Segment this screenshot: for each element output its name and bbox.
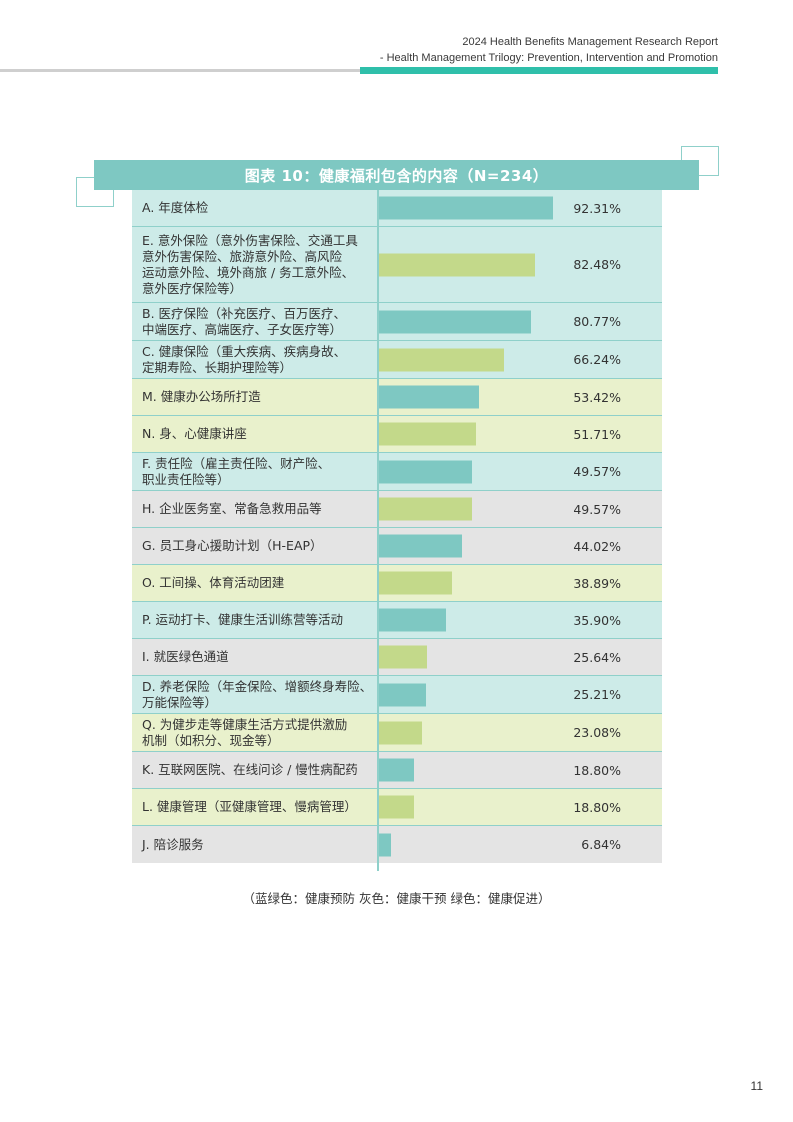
chart-row: G. 员工身心援助计划（H-EAP） 44.02% bbox=[132, 528, 662, 565]
chart-row: H. 企业医务室、常备急救用品等 49.57% bbox=[132, 491, 662, 528]
chart-row: C. 健康保险（重大疾病、疾病身故、 定期寿险、长期护理险等） 66.24% bbox=[132, 341, 662, 379]
bar-chart: A. 年度体检 92.31% E. 意外保险（意外伤害保险、交通工具 意外伤害保险、… bbox=[132, 190, 662, 863]
value-label: 51.71% bbox=[573, 426, 621, 442]
value-label: 25.21% bbox=[573, 687, 621, 702]
bar bbox=[378, 795, 414, 819]
bar bbox=[378, 758, 414, 782]
value-label: 18.80% bbox=[573, 762, 621, 778]
chart-row: K. 互联网医院、在线问诊 / 慢性病配药 18.80% bbox=[132, 752, 662, 789]
category-label: N. 身、心健康讲座 bbox=[142, 426, 247, 441]
chart-row: E. 意外保险（意外伤害保险、交通工具 意外伤害保险、旅游意外险、高风险 运动意… bbox=[132, 227, 662, 303]
category-label: H. 企业医务室、常备急救用品等 bbox=[142, 501, 322, 516]
value-label: 18.80% bbox=[573, 799, 621, 815]
value-label: 49.57% bbox=[573, 464, 621, 479]
bar bbox=[378, 497, 473, 521]
bar bbox=[378, 310, 532, 333]
bar bbox=[378, 645, 427, 669]
chart-row: Q. 为健步走等健康生活方式提供激励 机制（如积分、现金等） 23.08% bbox=[132, 714, 662, 752]
bar bbox=[378, 608, 447, 632]
category-label: J. 陪诊服务 bbox=[142, 836, 204, 852]
value-label: 25.64% bbox=[573, 649, 621, 665]
category-label: G. 员工身心援助计划（H-EAP） bbox=[142, 538, 323, 553]
bar bbox=[378, 683, 426, 706]
chart-row: A. 年度体检 92.31% bbox=[132, 190, 662, 227]
header-grey-rule bbox=[0, 69, 360, 72]
bar bbox=[378, 833, 391, 856]
value-label: 35.90% bbox=[573, 612, 621, 628]
chart-row: D. 养老保险（年金保险、增额终身寿险、 万能保险等） 25.21% bbox=[132, 676, 662, 714]
bar bbox=[378, 253, 535, 276]
bar bbox=[378, 196, 554, 220]
category-label: L. 健康管理（亚健康管理、慢病管理） bbox=[142, 799, 357, 814]
category-label: E. 意外保险（意外伤害保险、交通工具 意外伤害保险、旅游意外险、高风险 运动意… bbox=[142, 232, 358, 296]
category-label: F. 责任险（雇主责任险、财产险、 职业责任险等） bbox=[142, 455, 331, 487]
chart-row: M. 健康办公场所打造 53.42% bbox=[132, 379, 662, 416]
category-label: K. 互联网医院、在线问诊 / 慢性病配药 bbox=[142, 762, 358, 777]
chart-legend: （蓝绿色：健康预防 灰色：健康干预 绿色：健康促进） bbox=[242, 891, 551, 906]
value-label: 44.02% bbox=[573, 538, 621, 554]
axis-line bbox=[377, 190, 379, 871]
chart-row: O. 工间操、体育活动团建 38.89% bbox=[132, 565, 662, 602]
value-label: 92.31% bbox=[573, 200, 621, 216]
category-label: D. 养老保险（年金保险、增额终身寿险、 万能保险等） bbox=[142, 678, 373, 710]
chart-row: P. 运动打卡、健康生活训练营等活动 35.90% bbox=[132, 602, 662, 639]
bar bbox=[378, 422, 477, 446]
category-label: O. 工间操、体育活动团建 bbox=[142, 575, 285, 590]
chart-row: B. 医疗保险（补充医疗、百万医疗、 中端医疗、高端医疗、子女医疗等） 80.77… bbox=[132, 303, 662, 341]
bar bbox=[378, 348, 504, 371]
category-label: A. 年度体检 bbox=[142, 200, 209, 215]
bar bbox=[378, 385, 480, 409]
bar bbox=[378, 460, 473, 483]
value-label: 6.84% bbox=[581, 837, 621, 852]
chart-row: J. 陪诊服务 6.84% bbox=[132, 826, 662, 863]
value-label: 53.42% bbox=[573, 389, 621, 405]
category-label: B. 医疗保险（补充医疗、百万医疗、 中端医疗、高端医疗、子女医疗等） bbox=[142, 305, 347, 337]
value-label: 38.89% bbox=[573, 575, 621, 591]
report-title: 2024 Health Benefits Management Research… bbox=[462, 36, 718, 48]
category-label: P. 运动打卡、健康生活训练营等活动 bbox=[142, 612, 344, 627]
bar bbox=[378, 571, 452, 595]
value-label: 49.57% bbox=[573, 501, 621, 517]
bar bbox=[378, 534, 462, 558]
value-label: 80.77% bbox=[573, 314, 621, 329]
value-label: 66.24% bbox=[573, 352, 621, 367]
bar bbox=[378, 721, 422, 744]
chart-row: F. 责任险（雇主责任险、财产险、 职业责任险等） 49.57% bbox=[132, 453, 662, 491]
chart-row: I. 就医绿色通道 25.64% bbox=[132, 639, 662, 676]
page-number: 11 bbox=[750, 1079, 763, 1093]
category-label: C. 健康保险（重大疾病、疾病身故、 定期寿险、长期护理险等） bbox=[142, 343, 347, 375]
chart-title: 图表 10：健康福利包含的内容（N=234） bbox=[94, 160, 699, 190]
value-label: 23.08% bbox=[573, 725, 621, 740]
report-subtitle: - Health Management Trilogy: Prevention,… bbox=[379, 52, 718, 64]
report-header: 2024 Health Benefits Management Research… bbox=[380, 34, 718, 66]
chart-row: L. 健康管理（亚健康管理、慢病管理） 18.80% bbox=[132, 789, 662, 826]
chart-row: N. 身、心健康讲座 51.71% bbox=[132, 416, 662, 453]
value-label: 82.48% bbox=[573, 257, 621, 272]
header-teal-rule bbox=[360, 67, 718, 74]
category-label: I. 就医绿色通道 bbox=[142, 649, 229, 664]
category-label: M. 健康办公场所打造 bbox=[142, 389, 261, 404]
category-label: Q. 为健步走等健康生活方式提供激励 机制（如积分、现金等） bbox=[142, 716, 348, 748]
